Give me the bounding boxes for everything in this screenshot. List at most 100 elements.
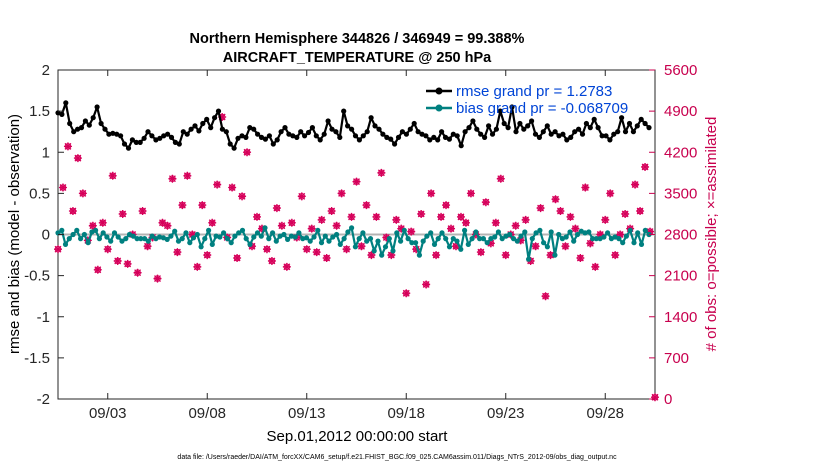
- rmse-point: [435, 137, 441, 143]
- obs-count-marker: [153, 274, 162, 283]
- obs-count-marker: [621, 209, 630, 218]
- rmse-point: [349, 126, 355, 132]
- rmse-point: [509, 104, 515, 110]
- rmse-point: [294, 134, 300, 140]
- bias-point: [533, 230, 539, 236]
- rmse-point: [82, 118, 88, 124]
- obs-count-marker: [173, 248, 182, 257]
- bias-point: [285, 236, 291, 242]
- bias-point: [326, 238, 332, 244]
- bias-point: [311, 234, 317, 240]
- obs-count-marker: [168, 174, 177, 183]
- rmse-point: [204, 116, 210, 122]
- bias-point: [450, 236, 456, 242]
- rmse-point: [98, 120, 104, 127]
- obs-count-marker: [531, 242, 540, 251]
- obs-count-marker: [342, 245, 351, 254]
- rmse-point: [583, 120, 590, 127]
- rmse-point: [208, 125, 214, 131]
- obs-count-marker: [576, 254, 585, 262]
- bias-point: [123, 236, 129, 242]
- obs-count-marker: [193, 262, 202, 271]
- rmse-point: [431, 134, 437, 140]
- rmse-point: [548, 131, 554, 137]
- bias-point: [586, 229, 592, 235]
- bias-point: [175, 238, 182, 244]
- obs-count-marker: [233, 254, 242, 262]
- bias-point: [62, 241, 69, 247]
- obs-count-marker: [476, 248, 485, 257]
- rmse-point: [313, 133, 319, 139]
- obs-count-marker: [133, 268, 142, 277]
- data-file-footnote: data file: /Users/raeder/DAI/ATM_forcXX/…: [177, 454, 617, 461]
- rmse-point: [634, 123, 640, 129]
- obs-count-marker: [442, 201, 451, 210]
- rmse-point: [157, 135, 163, 141]
- rmse-point: [568, 134, 574, 140]
- rmse-point: [560, 131, 566, 137]
- rmse-point: [595, 125, 601, 131]
- bias-point: [382, 244, 389, 250]
- rmse-point: [168, 134, 175, 140]
- bias-point: [462, 227, 468, 233]
- obs-count-marker: [437, 212, 446, 221]
- obs-count-marker: [183, 171, 192, 180]
- bias-point: [221, 230, 227, 236]
- rmse-point: [172, 139, 178, 145]
- bias-point: [281, 231, 287, 238]
- rmse-point: [243, 134, 249, 140]
- rmse-point: [258, 134, 265, 140]
- bias-point: [74, 227, 80, 233]
- rmse-point: [337, 134, 343, 140]
- bias-point: [439, 230, 445, 236]
- rmse-point: [278, 129, 284, 135]
- bias-point: [642, 227, 648, 233]
- obs-count-marker: [78, 189, 87, 198]
- rmse-point: [579, 131, 586, 137]
- bias-point: [236, 230, 242, 236]
- bias-point: [258, 233, 264, 239]
- bias-point: [93, 227, 99, 233]
- bias-point: [454, 238, 460, 244]
- rmse-point: [556, 133, 562, 139]
- bias-point: [217, 234, 223, 240]
- obs-count-marker: [591, 262, 600, 271]
- obs-count-marker: [228, 183, 237, 192]
- obs-count-marker: [63, 142, 72, 151]
- bias-point: [552, 252, 558, 258]
- rmse-point: [329, 126, 335, 132]
- rmse-point: [525, 123, 531, 129]
- y-tick-label-left: 2: [42, 62, 50, 79]
- rmse-point: [235, 135, 241, 141]
- rmse-point: [395, 134, 402, 140]
- rmse-point: [505, 125, 511, 131]
- bias-point: [247, 241, 253, 247]
- rmse-point: [544, 123, 550, 129]
- obs-count-marker: [312, 248, 321, 257]
- bias-point: [563, 234, 569, 240]
- bias-point: [273, 238, 279, 244]
- obs-count-marker: [352, 177, 361, 186]
- bias-point: [635, 230, 641, 236]
- bias-point: [495, 229, 501, 235]
- bias-point: [544, 244, 551, 250]
- bias-point: [337, 241, 343, 247]
- rmse-point: [141, 135, 147, 141]
- bias-point: [262, 225, 268, 231]
- rmse-point: [603, 133, 609, 139]
- rmse-point: [165, 131, 171, 137]
- bias-point: [334, 231, 340, 238]
- obs-count-marker: [163, 221, 172, 230]
- rmse-point: [540, 129, 546, 135]
- rmse-point: [114, 131, 120, 137]
- rmse-point: [305, 129, 312, 136]
- rmse-point: [368, 115, 374, 121]
- rmse-point: [78, 125, 85, 131]
- obs-count-marker: [113, 256, 122, 265]
- obs-count-marker: [238, 192, 247, 201]
- bias-point: [202, 236, 208, 242]
- bias-point: [571, 238, 577, 244]
- obs-count-marker: [253, 212, 261, 221]
- rmse-point: [110, 130, 116, 136]
- bias-point: [638, 241, 645, 247]
